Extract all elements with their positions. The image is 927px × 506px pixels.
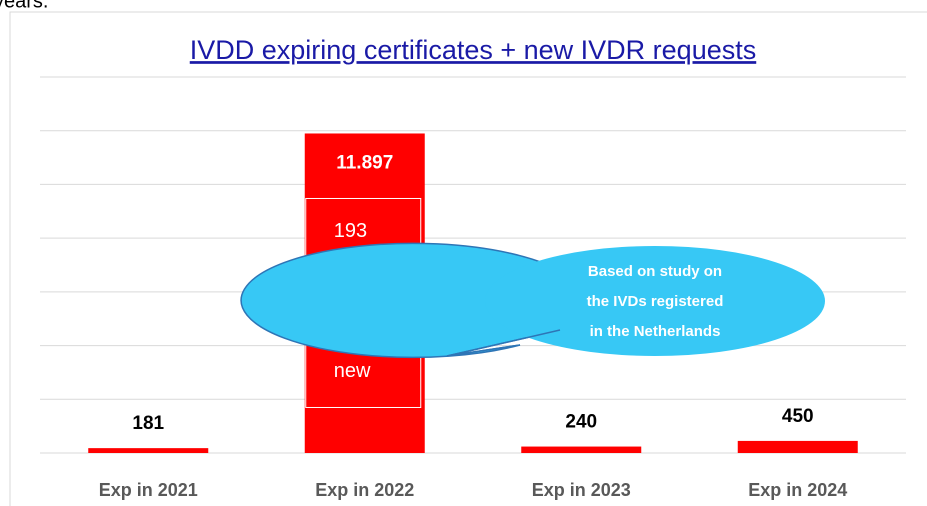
x-tick-label: Exp in 2024 — [748, 480, 847, 500]
bar — [88, 448, 209, 453]
callout-text: Based on study on — [588, 263, 722, 280]
bar — [521, 446, 642, 453]
value-label: 181 — [132, 413, 164, 434]
callout-body — [485, 246, 825, 356]
x-tick-label: Exp in 2021 — [99, 480, 198, 500]
bar-note: new — [334, 360, 371, 382]
page-fragment: years. — [0, 0, 48, 12]
x-tick-label: Exp in 2022 — [315, 480, 414, 500]
bar — [737, 440, 858, 453]
callout-text: in the Netherlands — [590, 323, 721, 340]
callout-outline — [446, 329, 561, 357]
x-tick-label: Exp in 2023 — [532, 480, 631, 500]
value-label: 240 — [565, 412, 597, 433]
callout-text: the IVDs registered — [587, 293, 724, 310]
value-label: 450 — [782, 406, 814, 427]
chart-title: IVDD expiring certificates + new IVDR re… — [190, 35, 756, 65]
value-label: 11.897 — [336, 152, 393, 173]
bar-note: 193 — [334, 220, 367, 242]
